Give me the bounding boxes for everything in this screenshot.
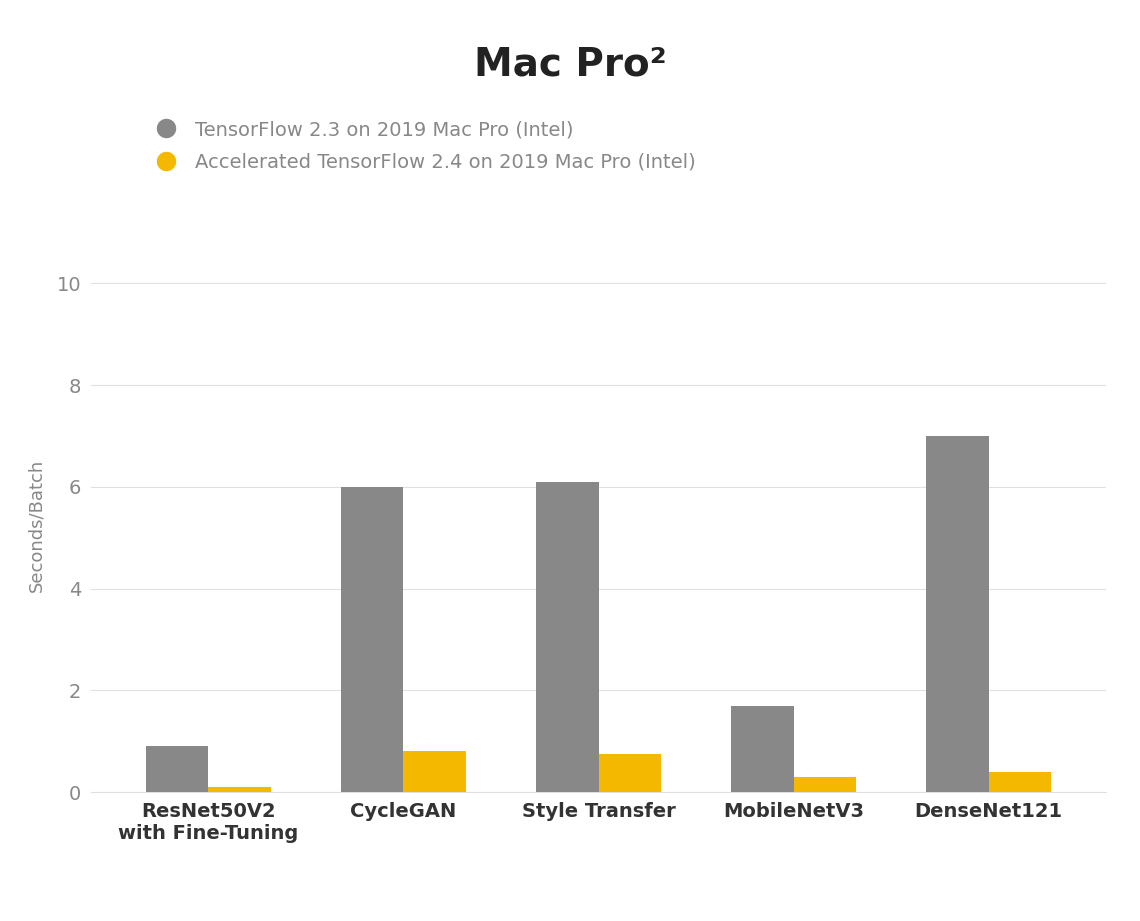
Bar <box>341 487 404 792</box>
Y-axis label: Seconds/Batch: Seconds/Batch <box>27 459 46 591</box>
Bar <box>598 754 661 792</box>
Bar <box>146 746 209 792</box>
Bar <box>988 772 1051 792</box>
Bar <box>536 482 598 792</box>
Bar <box>927 436 988 792</box>
Bar <box>731 705 793 792</box>
Legend: TensorFlow 2.3 on 2019 Mac Pro (Intel), Accelerated TensorFlow 2.4 on 2019 Mac P: TensorFlow 2.3 on 2019 Mac Pro (Intel), … <box>147 121 695 172</box>
Text: Mac Pro²: Mac Pro² <box>474 45 666 84</box>
Bar <box>209 787 270 792</box>
Bar <box>404 752 466 792</box>
Bar <box>793 776 856 792</box>
